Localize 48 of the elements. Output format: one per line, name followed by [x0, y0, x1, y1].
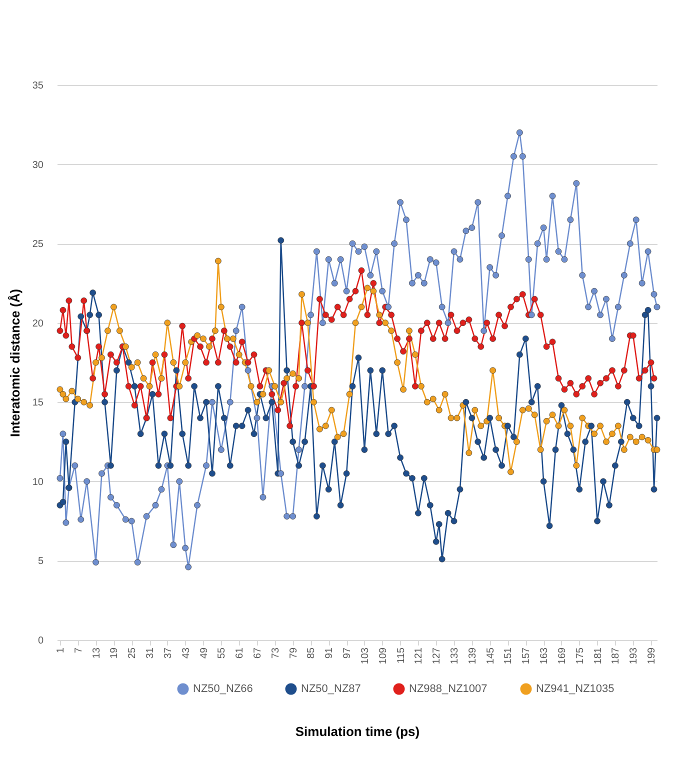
- x-tick-label: 187: [610, 647, 622, 664]
- x-tick-label: 169: [556, 647, 568, 664]
- y-tick-label: 5: [38, 556, 44, 568]
- y-tick-label: 30: [32, 160, 44, 171]
- x-tick-label: 175: [574, 647, 586, 664]
- legend-label: NZ941_NZ1035: [536, 683, 614, 695]
- x-axis-title: Simulation time (ps): [295, 724, 420, 740]
- x-tick-label: 151: [503, 647, 514, 664]
- x-tick-label: 181: [592, 647, 604, 664]
- legend-label: NZ988_NZ1007: [409, 683, 488, 695]
- y-tick-label: 0: [38, 636, 44, 646]
- x-tick-label: 163: [539, 647, 550, 664]
- x-tick-label: 133: [450, 647, 461, 664]
- y-tick-label: 20: [32, 318, 44, 330]
- x-tick-label: 109: [378, 647, 389, 664]
- x-tick-label: 1: [55, 647, 66, 654]
- y-tick-label: 10: [32, 476, 44, 488]
- x-tick-label: 79: [288, 647, 300, 659]
- y-axis-title: Interatomic distance (Å): [7, 288, 22, 438]
- x-tick-label: 25: [127, 647, 138, 659]
- x-tick-label: 127: [432, 647, 443, 664]
- x-tick-label: 145: [485, 647, 496, 664]
- x-tick-label: 199: [646, 647, 658, 664]
- x-tick-label: 49: [198, 647, 210, 659]
- x-tick-label: 85: [306, 647, 318, 659]
- legend-label: NZ50_NZ87: [301, 683, 361, 695]
- x-tick-label: 19: [109, 647, 120, 659]
- x-tick-label: 121: [414, 647, 425, 664]
- x-tick-label: 157: [521, 647, 532, 664]
- x-tick-label: 13: [91, 647, 102, 659]
- x-tick-label: 55: [216, 647, 228, 659]
- x-tick-label: 139: [467, 647, 478, 664]
- x-tick-label: 7: [73, 647, 84, 654]
- x-tick-label: 67: [252, 647, 264, 659]
- y-tick-label: 35: [32, 80, 44, 92]
- x-tick-label: 91: [324, 647, 336, 659]
- x-tick-label: 115: [396, 647, 407, 664]
- x-tick-label: 97: [342, 647, 354, 659]
- y-tick-label: 15: [32, 398, 44, 409]
- x-tick-label: 31: [145, 647, 156, 659]
- x-tick-label: 73: [270, 647, 282, 659]
- x-tick-label: 193: [628, 647, 640, 664]
- x-tick-label: 37: [162, 647, 174, 659]
- x-tick-label: 61: [234, 647, 246, 659]
- x-tick-label: 103: [360, 647, 371, 664]
- legend-label: NZ50_NZ66: [193, 683, 253, 695]
- x-tick-label: 43: [180, 647, 192, 659]
- y-tick-label: 25: [32, 239, 44, 250]
